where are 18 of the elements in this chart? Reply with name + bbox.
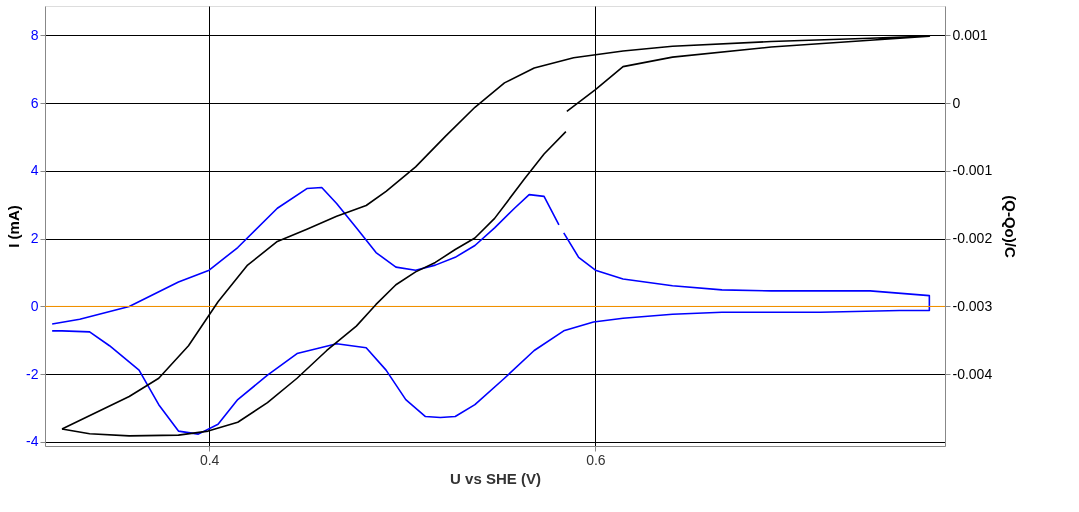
- y2-tick-label: -0.004: [952, 365, 993, 382]
- y2-axis-title: (Q-Qo)/C: [1002, 195, 1020, 258]
- x-tick-label: 0.4: [199, 451, 220, 468]
- y2-tick-label: 0.001: [952, 26, 988, 43]
- y-tick-label: 6: [30, 94, 39, 111]
- y-axis-title: I (mA): [5, 205, 23, 248]
- y-tick-label: 8: [30, 26, 39, 43]
- y-tick-label: 2: [30, 230, 39, 247]
- x-tick-label: 0.6: [586, 451, 606, 468]
- y2-tick-label: -0.003: [952, 297, 993, 314]
- y-tick-label: 4: [30, 162, 39, 179]
- y-tick-label: 0: [30, 297, 39, 314]
- y-tick-label: -4: [26, 433, 39, 450]
- y-tick-label: -2: [26, 365, 39, 382]
- x-axis-title: U vs SHE (V): [450, 469, 541, 487]
- y2-tick-label: 0: [952, 94, 961, 111]
- y2-tick-label: -0.002: [952, 230, 993, 247]
- y2-tick-label: -0.001: [952, 162, 993, 179]
